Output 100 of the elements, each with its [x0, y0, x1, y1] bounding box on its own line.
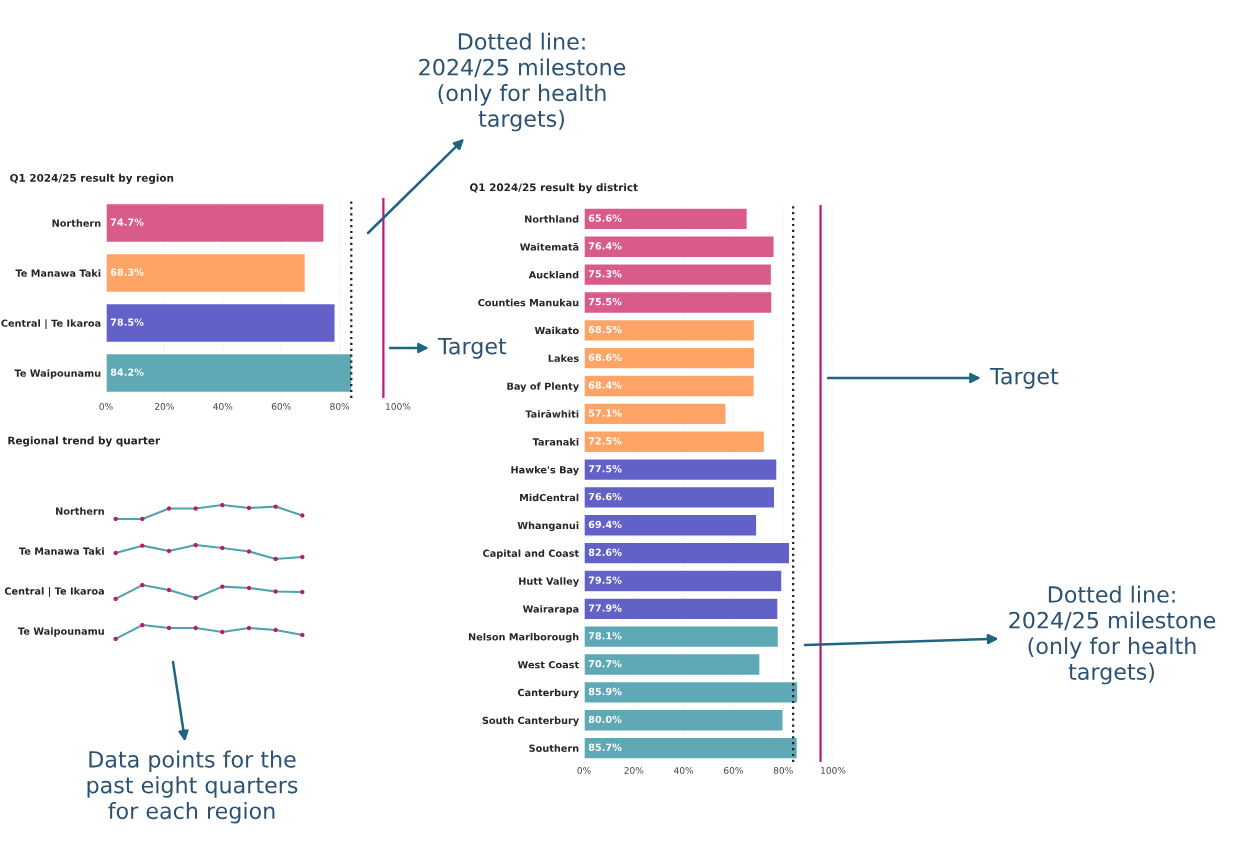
point — [113, 550, 118, 556]
data-label: 68.4% — [588, 381, 622, 389]
x-tick-label: 40% — [213, 403, 233, 410]
data-label: 69.4% — [588, 520, 622, 529]
y-tick-label: Auckland — [528, 270, 579, 279]
x-tick-label: 0% — [577, 767, 591, 774]
bar — [584, 485, 776, 509]
point — [140, 623, 145, 628]
bar — [106, 352, 353, 394]
point — [300, 513, 305, 518]
bar — [584, 513, 758, 537]
bar — [584, 374, 756, 398]
x-tick-label: 80% — [773, 767, 793, 774]
bar — [584, 207, 749, 231]
x-tick-label: 20% — [624, 767, 644, 774]
point — [220, 545, 225, 551]
point — [166, 548, 172, 554]
x-tick-label: 60% — [271, 403, 291, 410]
data-label: 78.5% — [110, 318, 144, 326]
bar — [584, 597, 779, 621]
point — [246, 505, 252, 511]
point — [140, 583, 145, 588]
point — [166, 587, 172, 593]
x-tick-label: 80% — [330, 403, 350, 410]
point — [273, 556, 278, 561]
y-tick-label: Canterbury — [517, 688, 579, 699]
point — [273, 504, 278, 509]
x-tick-label: 100% — [821, 767, 846, 774]
bar — [584, 402, 727, 426]
bar — [584, 263, 773, 287]
chart-title: Regional trend by quarter — [8, 436, 161, 447]
data-label: 85.7% — [588, 743, 622, 751]
data-label: 76.4% — [588, 242, 622, 250]
data-label: 85.9% — [588, 687, 622, 696]
data-label: 76.6% — [588, 492, 622, 501]
bar — [584, 652, 761, 677]
point — [220, 629, 225, 635]
bar — [584, 708, 784, 732]
bar — [584, 541, 791, 565]
data-label: 75.3% — [588, 270, 622, 278]
text: Target — [437, 337, 507, 359]
y-tick-label: Counties Manukau — [478, 298, 579, 307]
data-label: 80.0% — [588, 715, 622, 724]
text: Target — [989, 367, 1059, 389]
bar — [106, 252, 307, 294]
bar — [584, 318, 756, 342]
data-label: 77.9% — [588, 604, 622, 612]
text: Data points for the past eight quarters for each region — [87, 750, 298, 824]
data-label: 72.5% — [588, 437, 622, 445]
y-tick-label: Northern — [52, 219, 101, 227]
text: Dotted line: 2024/25 milestone (only for health targets) — [419, 32, 626, 132]
data-label: 65.6% — [588, 214, 622, 222]
y-tick-label: Wairarapa — [522, 605, 579, 615]
y-tick-label: Waitematā — [520, 243, 579, 251]
data-label: 84.2% — [110, 368, 144, 376]
point — [246, 625, 252, 631]
point — [113, 516, 118, 521]
y-tick-label: Central | Te Ikaroa — [1, 319, 101, 330]
y-tick-label: West Coast — [517, 661, 579, 669]
bar — [584, 346, 756, 370]
y-tick-label: Tairāwhiti — [525, 410, 579, 418]
point — [300, 632, 305, 638]
data-label: 70.7% — [588, 659, 622, 668]
point — [193, 595, 198, 601]
y-tick-label: Te Manawa Taki — [15, 269, 101, 277]
y-tick-label: Whanganui — [517, 521, 579, 532]
y-tick-label: Hutt Valley — [519, 577, 579, 587]
data-label: 68.3% — [110, 268, 144, 276]
bar — [584, 680, 799, 704]
point — [166, 625, 172, 631]
bar — [106, 302, 336, 344]
bar — [584, 569, 783, 593]
point — [140, 543, 145, 548]
data-label: 68.6% — [588, 353, 622, 361]
point — [300, 554, 305, 560]
data-label: 79.5% — [588, 576, 622, 584]
point — [193, 625, 198, 631]
bar — [106, 202, 325, 244]
data-label: 68.5% — [588, 325, 622, 334]
text: Dotted line: 2024/25 milestone (only for health targets) — [1009, 585, 1216, 685]
y-tick-label: Taranaki — [532, 438, 579, 446]
bar — [584, 235, 775, 259]
data-label: 75.5% — [588, 297, 622, 306]
point — [193, 506, 198, 511]
y-tick-label: Lakes — [548, 354, 579, 363]
data-label: 82.6% — [588, 548, 622, 556]
x-tick-label: 40% — [674, 767, 694, 774]
y-tick-label: Capital and Coast — [483, 549, 579, 559]
point — [246, 549, 252, 554]
bar — [584, 458, 778, 482]
y-tick-label: Waikato — [534, 326, 579, 335]
bar — [584, 625, 780, 649]
point — [220, 503, 225, 508]
point — [193, 543, 198, 548]
point — [300, 589, 305, 595]
x-tick-label: 0% — [99, 403, 113, 410]
y-tick-label: Nelson Marlborough — [468, 632, 579, 643]
y-tick-label: Southern — [529, 744, 579, 752]
y-tick-label: Te Waipounamu — [14, 369, 101, 379]
y-tick-label: Hawke's Bay — [511, 465, 579, 476]
